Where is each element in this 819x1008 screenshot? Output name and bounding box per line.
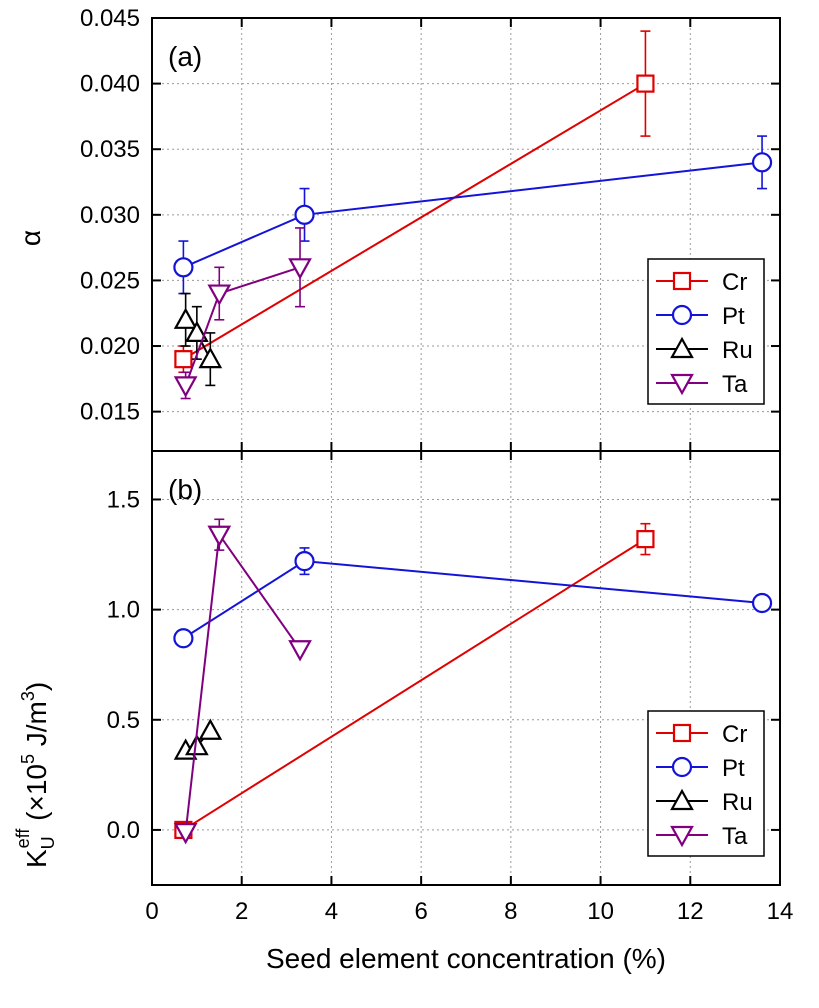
data-point-pt	[294, 204, 315, 225]
data-point-pt	[173, 257, 194, 278]
series-cr	[174, 522, 655, 840]
series-line-ta	[184, 531, 301, 833]
series-ru	[173, 292, 223, 387]
y-title-exp: 5	[18, 754, 38, 764]
legend-label-pt: Pt	[722, 303, 745, 330]
panel-label: (b)	[168, 474, 202, 505]
data-point-ta	[288, 640, 312, 662]
legend-marker-cr	[672, 271, 692, 291]
x-tick-label: 8	[504, 898, 517, 925]
data-point-ta	[207, 525, 232, 547]
y-tick-label: 0.025	[80, 267, 140, 294]
y-tick-label: 0.045	[80, 5, 140, 32]
legend-label-cr: Cr	[722, 721, 747, 748]
data-point-cr	[174, 350, 193, 369]
series-ta	[173, 227, 312, 400]
series-pt	[173, 547, 773, 649]
y-tick-label: 0.5	[107, 707, 140, 734]
series-ta	[173, 518, 312, 845]
x-tick-label: 10	[587, 898, 614, 925]
series-pt	[173, 135, 773, 295]
y-tick-label: 0.040	[80, 71, 140, 98]
panel-b: 0.0 0.5 1.0 1.5 0 2 4 6 8 10 12 14 (b) Cr Pt Ru Ta	[107, 450, 794, 925]
panel-label: (a)	[168, 41, 202, 72]
legend-label-ta: Ta	[722, 823, 748, 850]
y-tick-label: 0.015	[80, 399, 140, 426]
y-tick-label: 0.020	[80, 333, 140, 360]
legend-box	[647, 258, 765, 405]
x-axis-title: Seed element concentration (%)	[266, 943, 666, 974]
data-point-ru	[173, 307, 198, 329]
y-title-unit-exp: 3	[18, 691, 38, 701]
y-title-unit: J/m	[21, 701, 52, 754]
legend: Cr Pt Ru Ta	[647, 258, 765, 405]
y-tick-label: 0.035	[80, 136, 140, 163]
legend-marker-cr	[672, 723, 692, 743]
y-title-rest: (×10	[21, 764, 52, 829]
y-title-sub: U	[38, 836, 58, 849]
x-tick-label: 0	[145, 898, 158, 925]
data-point-cr	[636, 74, 655, 93]
y-tick-label: 0.0	[107, 817, 140, 844]
legend-box	[647, 710, 765, 857]
legend-marker-pt	[671, 756, 693, 778]
y-title-close: )	[21, 682, 52, 691]
legend-label-pt: Pt	[722, 755, 745, 782]
y-title-main: K	[21, 849, 52, 868]
legend-label-ta: Ta	[722, 371, 748, 398]
data-point-pt	[173, 628, 194, 649]
y-tick-label: 1.5	[107, 486, 140, 513]
x-tick-label: 2	[235, 898, 248, 925]
series-line-pt	[182, 560, 763, 640]
series-ru	[173, 718, 223, 760]
data-point-ta	[173, 823, 198, 845]
legend-marker-ru	[670, 336, 694, 359]
y-axis-title-a: α	[15, 230, 46, 246]
x-tick-label: 4	[325, 898, 338, 925]
x-tick-label: 6	[414, 898, 427, 925]
data-point-cr	[636, 530, 655, 549]
data-point-ru	[184, 320, 209, 343]
data-point-ru	[184, 733, 209, 756]
y-tick-label: 1.0	[107, 597, 140, 624]
x-tick-label: 12	[677, 898, 704, 925]
legend-marker-pt	[671, 304, 693, 326]
x-tick-label: 14	[767, 898, 794, 925]
legend-label-ru: Ru	[722, 337, 753, 364]
legend-label-cr: Cr	[722, 269, 747, 296]
y-tick-label: 0.030	[80, 202, 140, 229]
legend-marker-ta	[670, 825, 694, 848]
data-point-ta	[173, 376, 198, 398]
panel-a: 0.015 0.020 0.025 0.030 0.035 0.040 0.045 (a) Cr…	[80, 5, 781, 452]
data-point-ta	[207, 284, 232, 306]
data-point-ta	[288, 258, 312, 280]
plot-frame	[151, 450, 781, 886]
y-title-sup: eff	[13, 828, 33, 849]
legend-marker-ru	[670, 788, 694, 811]
data-point-pt	[751, 592, 773, 614]
data-point-ru	[198, 346, 223, 369]
series-line-cr	[182, 82, 646, 361]
legend-marker-ta	[670, 373, 694, 396]
data-point-pt	[751, 152, 773, 173]
data-point-pt	[294, 551, 315, 572]
data-point-ru	[198, 718, 223, 740]
legend-label-ru: Ru	[722, 789, 753, 816]
series-line-cr	[182, 538, 646, 831]
legend: Cr Pt Ru Ta	[647, 710, 765, 857]
y-axis-title-b: KUeff (×105 J/m3)	[13, 682, 58, 868]
